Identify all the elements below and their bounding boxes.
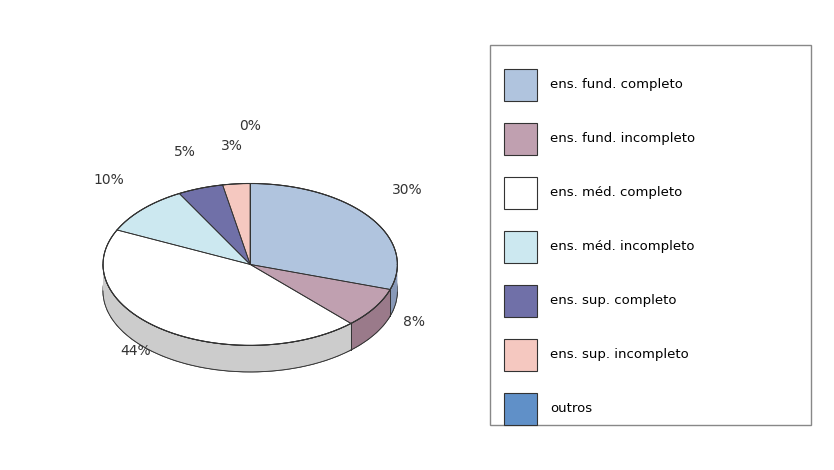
Polygon shape	[103, 265, 351, 372]
Polygon shape	[250, 183, 397, 290]
Text: 30%: 30%	[392, 183, 423, 197]
Text: ens. sup. completo: ens. sup. completo	[550, 294, 677, 307]
Text: 8%: 8%	[403, 315, 425, 329]
Text: 5%: 5%	[173, 145, 195, 159]
Bar	[504, 339, 537, 370]
Text: 3%: 3%	[221, 139, 243, 153]
Text: ens. sup. incompleto: ens. sup. incompleto	[550, 348, 689, 361]
Text: ens. fund. completo: ens. fund. completo	[550, 78, 683, 92]
Polygon shape	[250, 265, 390, 323]
Ellipse shape	[103, 210, 397, 372]
Polygon shape	[390, 266, 397, 316]
Text: 44%: 44%	[121, 344, 151, 358]
Text: ens. fund. incompleto: ens. fund. incompleto	[550, 133, 696, 145]
Text: 0%: 0%	[239, 119, 261, 133]
Bar	[504, 177, 537, 209]
Polygon shape	[223, 183, 250, 265]
Text: outros: outros	[550, 402, 593, 415]
Bar	[504, 69, 537, 101]
FancyBboxPatch shape	[490, 46, 811, 424]
Text: ens. méd. completo: ens. méd. completo	[550, 187, 683, 199]
Bar	[504, 231, 537, 263]
Polygon shape	[351, 290, 390, 350]
Text: ens. méd. incompleto: ens. méd. incompleto	[550, 240, 695, 253]
Bar	[504, 123, 537, 155]
Text: 10%: 10%	[93, 172, 124, 187]
Bar	[504, 393, 537, 424]
Polygon shape	[179, 185, 250, 265]
Polygon shape	[117, 194, 250, 265]
Polygon shape	[103, 230, 351, 345]
Bar	[504, 285, 537, 317]
